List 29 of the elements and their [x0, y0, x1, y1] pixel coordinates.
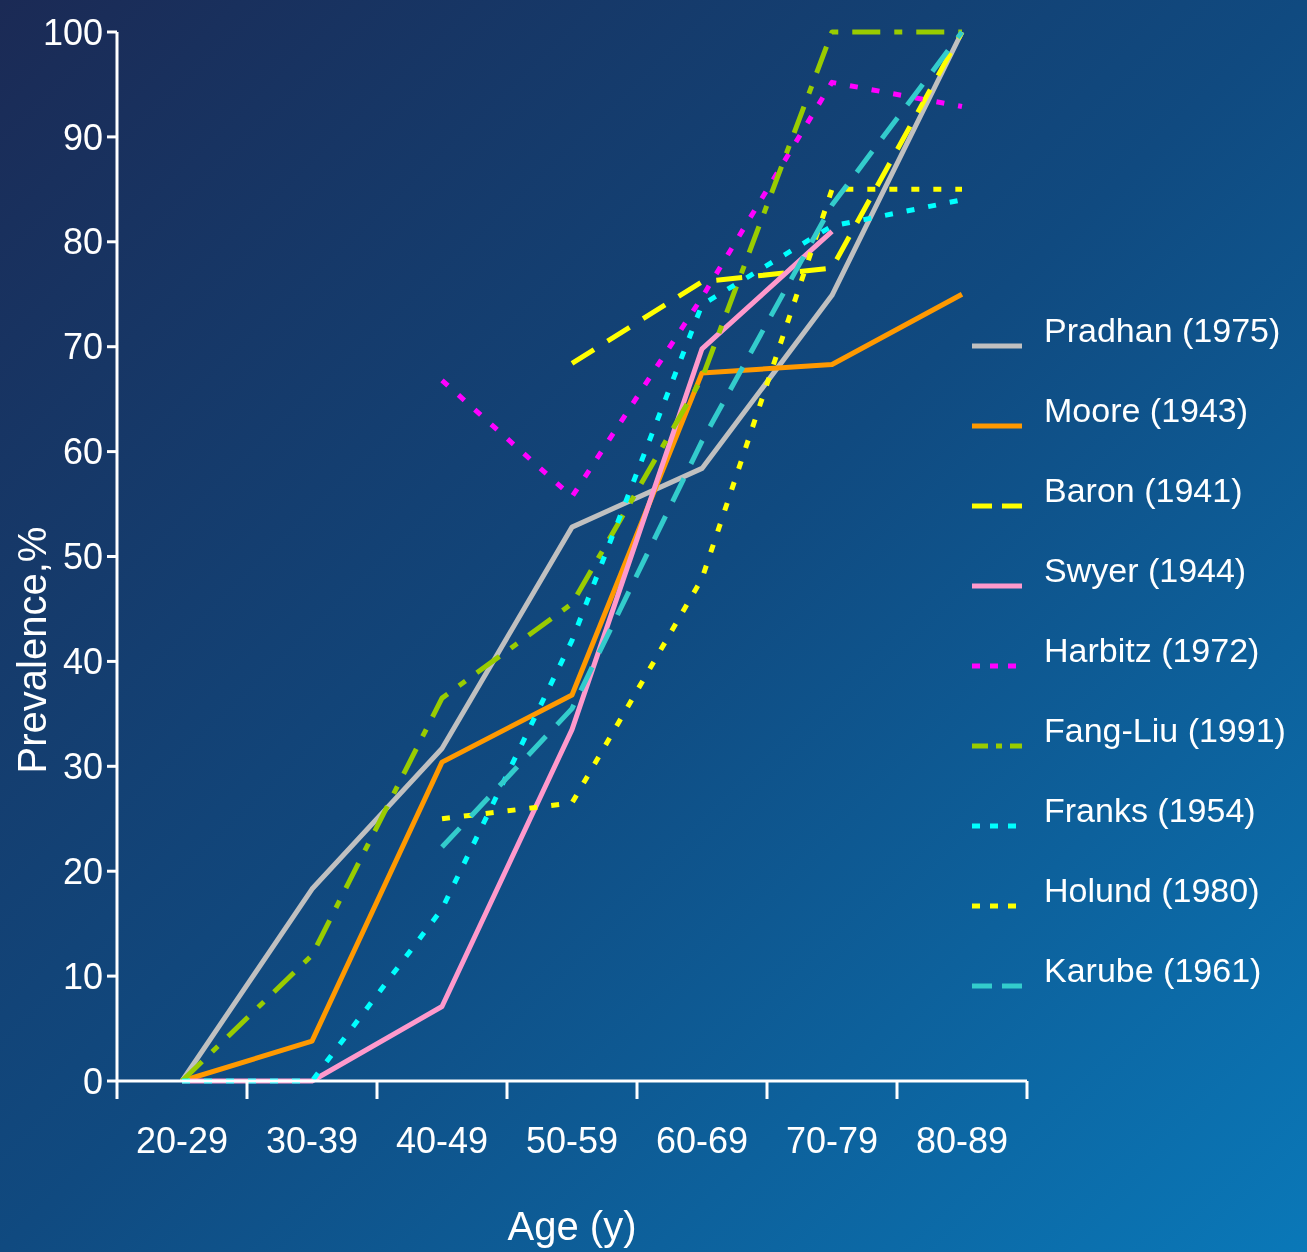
legend-label: Fang-Liu (1991)	[1044, 711, 1286, 749]
y-tick-label: 30	[62, 745, 103, 787]
x-tick-label: 50-59	[525, 1120, 619, 1161]
x-tick-label: 20-29	[135, 1120, 229, 1161]
y-tick-label: 0	[82, 1060, 103, 1102]
legend-label: Baron (1941)	[1044, 471, 1243, 509]
y-tick-label: 20	[62, 850, 103, 892]
y-tick-label: 60	[62, 431, 103, 473]
x-axis-title: Age (y)	[507, 1204, 637, 1248]
legend-label: Pradhan (1975)	[1044, 311, 1281, 349]
y-tick-label: 70	[62, 326, 103, 368]
x-tick-label: 30-39	[265, 1120, 359, 1161]
legend-label: Holund (1980)	[1044, 871, 1260, 909]
y-tick-label: 100	[42, 11, 103, 53]
legend-label: Franks (1954)	[1044, 791, 1256, 829]
x-tick-label: 80-89	[915, 1120, 1009, 1161]
legend-label: Harbitz (1972)	[1044, 631, 1260, 669]
legend-label: Swyer (1944)	[1044, 551, 1247, 589]
y-axis-title: Prevalence,%	[10, 526, 54, 774]
legend-label: Karube (1961)	[1044, 951, 1262, 989]
y-tick-label: 50	[62, 536, 103, 578]
y-tick-label: 90	[62, 116, 103, 158]
x-tick-label: 40-49	[395, 1120, 489, 1161]
x-tick-label: 70-79	[785, 1120, 879, 1161]
y-tick-label: 40	[62, 641, 103, 682]
x-tick-label: 60-69	[655, 1120, 749, 1161]
y-tick-label: 10	[62, 955, 103, 997]
y-tick-label: 80	[62, 221, 103, 263]
legend-label: Moore (1943)	[1044, 391, 1249, 429]
